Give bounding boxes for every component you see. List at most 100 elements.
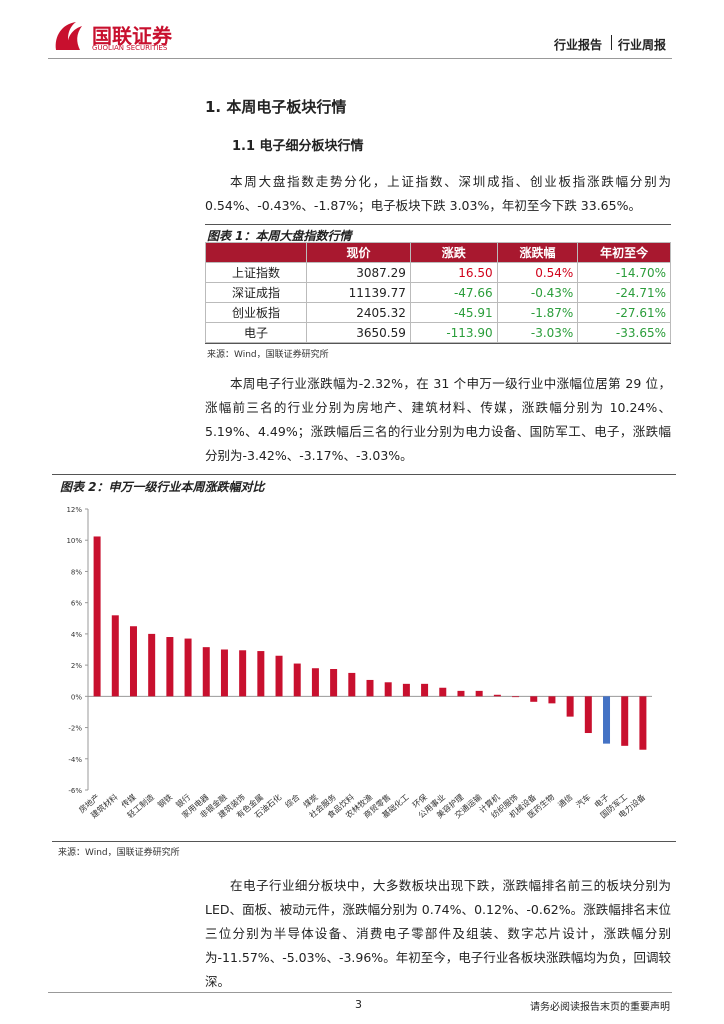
header-rule [48, 58, 672, 59]
table-cell: 电子 [205, 322, 307, 343]
bar [621, 696, 629, 746]
bar [311, 668, 319, 697]
header-cell: 年初至今 [577, 242, 671, 263]
table-cell: 3087.29 [306, 262, 411, 283]
table-cell: 3650.59 [306, 322, 411, 343]
bar [348, 672, 356, 697]
table-body: 上证指数 3087.29 16.50 0.54% -14.70% 深证成指 11139.77… [205, 262, 671, 343]
rule [205, 343, 671, 344]
bar [421, 683, 429, 697]
table-cell: 创业板指 [205, 302, 307, 323]
chart-title: 图表 2：申万一级行业本周涨跌幅对比 [60, 480, 265, 494]
table-cell: -47.66 [409, 282, 498, 303]
x-tick-label: 汽车 [574, 792, 593, 810]
index-table: 现价 涨跌 涨跌幅 年初至今 上证指数 3087.29 16.50 0.54% -14.70%… [205, 242, 671, 343]
bar [603, 696, 611, 744]
bar [366, 679, 374, 697]
table-cell: 11139.77 [306, 282, 411, 303]
page-number: 3 [355, 998, 362, 1011]
report-kind: 行业周报 [618, 38, 667, 52]
bar [166, 637, 174, 697]
bar [584, 696, 592, 734]
header-cell [205, 242, 307, 263]
table-cell: -27.61% [577, 302, 671, 323]
bar [548, 696, 556, 704]
table-cell: -1.87% [496, 302, 579, 323]
table-cell: 深证成指 [205, 282, 307, 303]
bar [148, 633, 156, 697]
table-row: 上证指数 3087.29 16.50 0.54% -14.70% [205, 262, 671, 283]
rule [205, 224, 671, 225]
bar [239, 650, 247, 697]
table-row: 电子 3650.59 -113.90 -3.03% -33.65% [205, 322, 671, 343]
bar [384, 682, 392, 697]
table-cell: -45.91 [409, 302, 498, 323]
bar [475, 690, 483, 697]
y-tick-label: 12% [66, 506, 82, 514]
bar [257, 651, 265, 697]
header-cell: 现价 [306, 242, 411, 263]
paragraph: 本周电子行业涨跌幅为-2.32%，在 31 个申万一级行业中涨幅位居第 29 位… [205, 376, 671, 463]
table-cell: 0.54% [496, 262, 579, 283]
bar [566, 696, 574, 717]
bar [402, 683, 410, 697]
bar [493, 694, 501, 697]
y-tick-label: 4% [71, 631, 82, 639]
table-cell: -113.90 [409, 322, 498, 343]
y-tick-label: 8% [71, 568, 82, 576]
bar [512, 696, 520, 698]
paragraph: 本周大盘指数走势分化，上证指数、深圳成指、创业板指涨跌幅分别为 0.54%、-0… [205, 174, 671, 213]
bar [184, 638, 192, 697]
rule [52, 841, 676, 842]
x-tick-label: 综合 [283, 792, 302, 810]
bar [111, 615, 119, 697]
logo-icon [55, 22, 82, 50]
y-tick-label: -4% [68, 756, 82, 764]
table-cell: 上证指数 [205, 262, 307, 283]
y-tick-label: 6% [71, 600, 82, 608]
header-cell: 涨跌幅 [496, 242, 579, 263]
y-tick-label: 10% [66, 537, 82, 545]
table-cell: -14.70% [577, 262, 671, 283]
y-tick-label: 2% [71, 662, 82, 670]
table-cell: -0.43% [496, 282, 579, 303]
y-tick-label: -6% [68, 787, 82, 795]
footer-note: 请务必阅读报告末页的重要声明 [530, 1002, 670, 1013]
y-tick-label: -2% [68, 725, 82, 733]
bar [220, 649, 228, 697]
table-cell: 2405.32 [306, 302, 411, 323]
x-tick-label: 通信 [556, 792, 575, 810]
section-subtitle: 1.1 电子细分板块行情 [232, 139, 364, 154]
footer-rule [48, 992, 672, 993]
bar [439, 687, 447, 697]
separator [611, 35, 612, 50]
bar [275, 655, 283, 697]
table-cell: -24.71% [577, 282, 671, 303]
bar [330, 669, 338, 697]
bar [202, 647, 210, 697]
bar [457, 690, 465, 697]
section-title: 1. 本周电子板块行情 [205, 98, 347, 116]
table-row: 深证成指 11139.77 -47.66 -0.43% -24.71% [205, 282, 671, 303]
table-title: 图表 1：本周大盘指数行情 [207, 229, 352, 243]
bar [129, 626, 137, 697]
source: 来源：Wind，国联证券研究所 [207, 350, 329, 360]
rule [52, 474, 676, 475]
table-cell: -33.65% [577, 322, 671, 343]
table-cell: -3.03% [496, 322, 579, 343]
source: 来源：Wind，国联证券研究所 [58, 848, 180, 858]
logo-name: 国联证券 [92, 24, 172, 48]
bar [293, 663, 301, 697]
bar [530, 696, 538, 702]
table-row: 创业板指 2405.32 -45.91 -1.87% -27.61% [205, 302, 671, 323]
logo-sub: GUOLIAN SECURITIES [92, 44, 168, 52]
table-header: 现价 涨跌 涨跌幅 年初至今 [205, 242, 671, 263]
table-cell: 16.50 [409, 262, 498, 283]
bar [639, 696, 647, 750]
header-cell: 涨跌 [409, 242, 498, 263]
bar [93, 536, 101, 697]
paragraph: 在电子行业细分板块中，大多数板块出现下跌，涨跌幅排名前三的板块分别为 LED、面… [205, 878, 671, 989]
x-tick-label: 钢铁 [155, 792, 174, 810]
